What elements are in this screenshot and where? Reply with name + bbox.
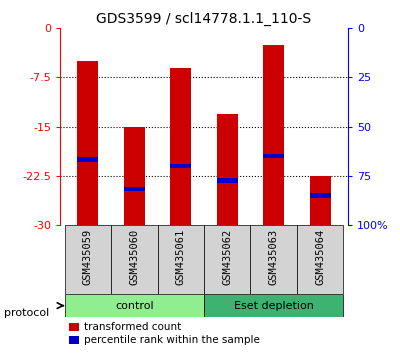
Bar (111, 225, 158, 294)
Bar (65, 225, 111, 294)
Text: GSM435059: GSM435059 (83, 228, 93, 285)
Bar (69, 336, 79, 344)
Text: GSM435060: GSM435060 (129, 228, 139, 285)
Text: GSM435062: GSM435062 (222, 228, 232, 285)
Text: GSM435064: GSM435064 (315, 228, 325, 285)
Bar (217, 114, 238, 225)
Bar (78, 157, 98, 162)
Bar (158, 225, 204, 294)
Bar (263, 45, 284, 225)
Bar (124, 127, 145, 225)
Title: GDS3599 / scl14778.1.1_110-S: GDS3599 / scl14778.1.1_110-S (96, 12, 312, 26)
Text: GSM435063: GSM435063 (269, 228, 279, 285)
Text: percentile rank within the sample: percentile rank within the sample (84, 335, 260, 345)
Text: GSM435061: GSM435061 (176, 228, 186, 285)
Text: protocol: protocol (4, 308, 49, 318)
Bar (310, 193, 330, 198)
Bar (124, 187, 145, 191)
Bar (69, 322, 79, 331)
Bar (297, 225, 343, 294)
Bar (310, 176, 330, 225)
Bar (217, 178, 238, 183)
Bar (204, 225, 250, 294)
Text: transformed count: transformed count (84, 321, 182, 332)
Bar (170, 164, 191, 168)
Bar (250, 225, 297, 294)
Bar (65, 294, 204, 318)
Bar (263, 154, 284, 159)
Bar (170, 68, 191, 225)
Text: Eset depletion: Eset depletion (234, 301, 314, 310)
Bar (204, 294, 343, 318)
Bar (78, 61, 98, 225)
Text: control: control (115, 301, 154, 310)
